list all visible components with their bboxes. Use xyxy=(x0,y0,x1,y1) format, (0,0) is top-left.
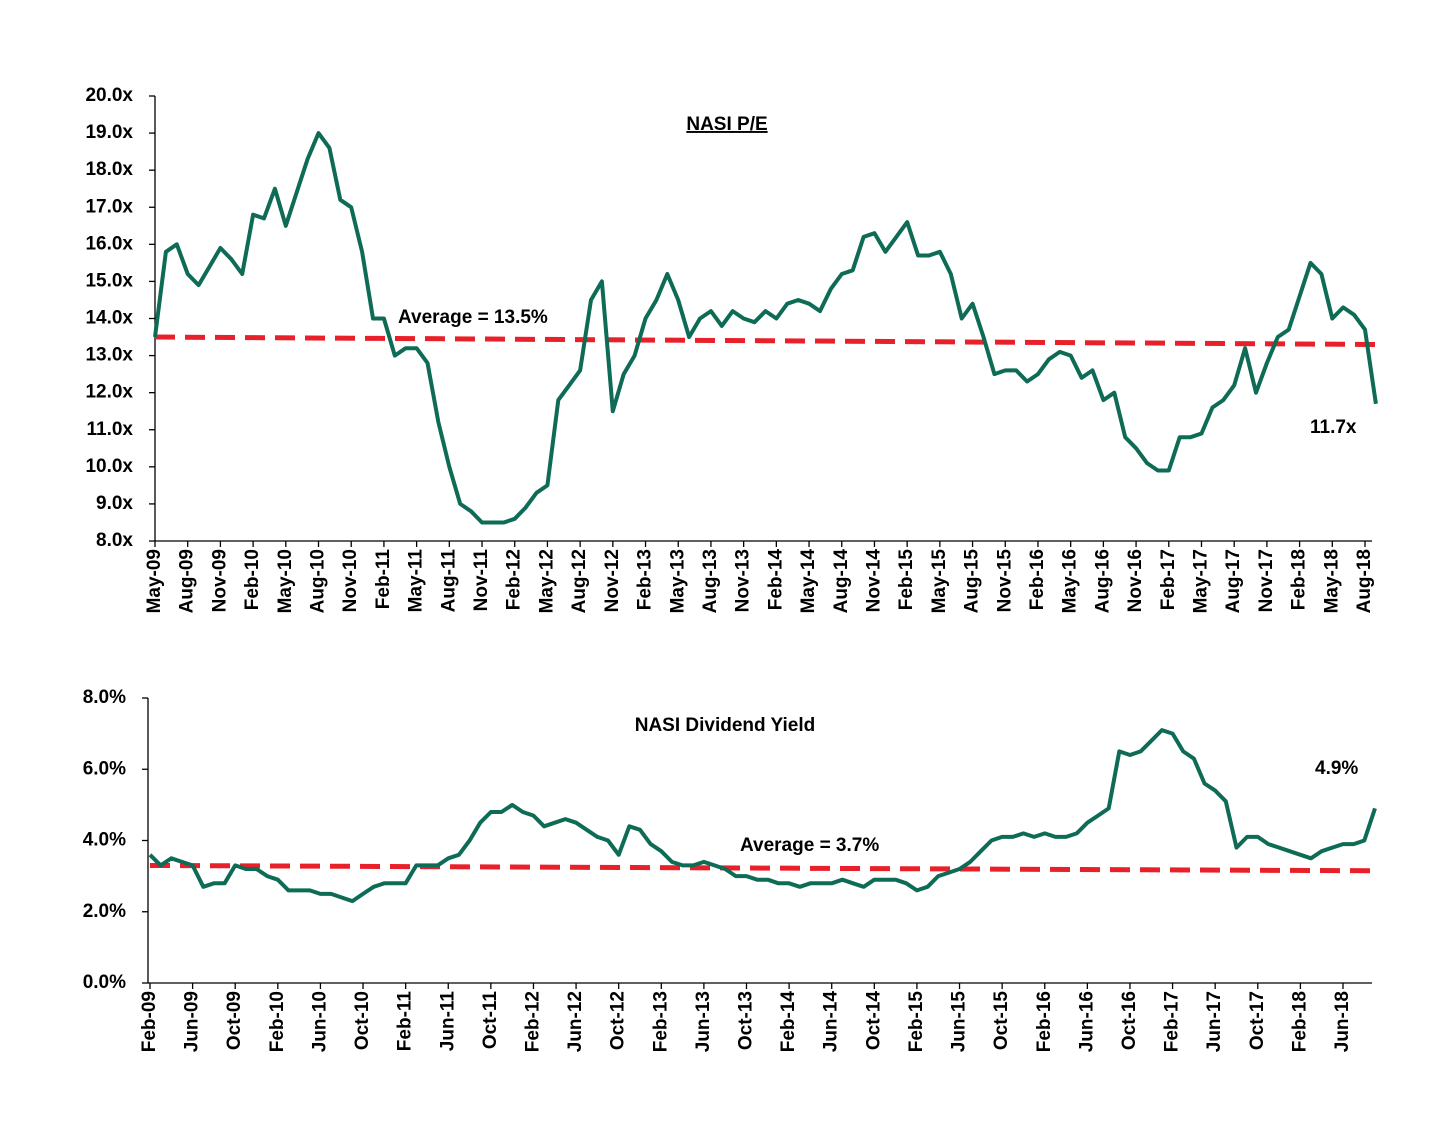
x-tick-label: Oct-09 xyxy=(224,991,245,1050)
average-line xyxy=(149,862,1375,874)
x-tick-label: Feb-17 xyxy=(1158,549,1179,610)
x-tick-label: Feb-10 xyxy=(242,549,263,610)
x-tick-label: Aug-09 xyxy=(177,549,198,613)
x-tick-label: Jun-16 xyxy=(1076,991,1097,1052)
x-tick-label: Jun-13 xyxy=(693,991,714,1052)
x-tick-label: Feb-13 xyxy=(635,549,656,610)
x-tick-label: Oct-13 xyxy=(736,991,757,1050)
end-label: 4.9% xyxy=(1315,758,1358,779)
x-tick-label: Feb-15 xyxy=(906,991,927,1053)
x-tick-label: Jun-09 xyxy=(182,991,203,1052)
x-tick-label: Aug-14 xyxy=(831,549,852,614)
y-tick-label: 17.0x xyxy=(85,196,133,217)
x-tick-label: May-10 xyxy=(275,549,296,613)
x-tick-label: Feb-16 xyxy=(1027,549,1048,610)
x-tick-label: Aug-13 xyxy=(700,549,721,613)
average-label: Average = 3.7% xyxy=(740,835,879,856)
x-tick-label: Feb-18 xyxy=(1289,991,1310,1052)
x-tick-label: Nov-11 xyxy=(471,549,492,612)
x-tick-label: May-16 xyxy=(1060,549,1081,613)
y-tick-label: 16.0x xyxy=(85,233,133,254)
y-tick-label: 12.0x xyxy=(85,382,133,403)
x-tick-label: Nov-12 xyxy=(602,549,623,612)
x-tick-label: Aug-12 xyxy=(569,549,590,613)
x-tick-label: Nov-09 xyxy=(209,549,230,612)
x-tick-label: Aug-18 xyxy=(1354,549,1375,613)
x-tick-label: Jun-17 xyxy=(1204,991,1225,1052)
x-tick-label: Aug-15 xyxy=(962,549,983,614)
x-tick-label: Aug-17 xyxy=(1223,549,1244,613)
x-tick-label: May-15 xyxy=(929,549,950,614)
x-tick-label: May-13 xyxy=(667,549,688,613)
x-tick-label: Nov-16 xyxy=(1125,549,1146,612)
x-tick-label: Feb-11 xyxy=(373,549,394,610)
y-tick-label: 13.0x xyxy=(85,345,133,366)
x-tick-label: Feb-11 xyxy=(395,991,416,1052)
x-tick-label: Aug-10 xyxy=(308,549,329,613)
x-tick-label: Oct-16 xyxy=(1119,991,1140,1050)
x-tick-label: Oct-12 xyxy=(608,991,629,1050)
end-label: 11.7x xyxy=(1310,417,1357,438)
y-tick-label: 2.0% xyxy=(83,901,126,922)
y-tick-label: 10.0x xyxy=(85,456,133,477)
y-tick-label: 8.0% xyxy=(83,687,126,708)
y-tick-label: 9.0x xyxy=(96,493,133,514)
average-line xyxy=(154,334,1376,347)
x-tick-label: Oct-15 xyxy=(991,991,1012,1051)
y-tick-label: 4.0% xyxy=(83,830,126,851)
x-tick-label: Jun-11 xyxy=(437,991,458,1052)
x-tick-label: May-09 xyxy=(144,549,165,613)
chart-title: NASI Dividend Yield xyxy=(635,715,816,736)
x-tick-label: Aug-11 xyxy=(438,549,459,613)
y-tick-label: 19.0x xyxy=(85,122,133,143)
x-tick-label: May-14 xyxy=(798,549,819,614)
x-tick-label: Feb-10 xyxy=(267,991,288,1052)
x-tick-label: Oct-14 xyxy=(863,991,884,1051)
x-tick-label: Oct-17 xyxy=(1247,991,1268,1050)
y-tick-label: 18.0x xyxy=(85,159,133,180)
x-tick-label: Feb-12 xyxy=(504,549,525,610)
x-tick-label: Nov-10 xyxy=(340,549,361,612)
x-tick-label: May-11 xyxy=(406,549,427,613)
average-label: Average = 13.5% xyxy=(398,307,548,328)
x-tick-label: Feb-17 xyxy=(1162,991,1183,1052)
x-tick-label: Oct-11 xyxy=(480,991,501,1050)
x-tick-label: Nov-13 xyxy=(733,549,754,612)
x-tick-label: Jun-12 xyxy=(565,991,586,1052)
x-tick-label: Feb-14 xyxy=(765,549,786,611)
y-tick-label: 20.0x xyxy=(85,85,133,106)
x-tick-label: Aug-16 xyxy=(1092,549,1113,613)
x-tick-label: Feb-09 xyxy=(139,991,160,1052)
y-tick-label: 11.0x xyxy=(87,419,134,440)
x-tick-label: Nov-14 xyxy=(863,549,884,613)
y-tick-label: 8.0x xyxy=(96,530,133,551)
x-tick-label: Jun-15 xyxy=(949,991,970,1053)
x-tick-label: Feb-16 xyxy=(1034,991,1055,1052)
x-tick-label: May-12 xyxy=(536,549,557,613)
x-tick-label: May-17 xyxy=(1191,549,1212,613)
x-tick-label: Nov-17 xyxy=(1256,549,1277,612)
y-tick-label: 15.0x xyxy=(85,270,133,291)
x-tick-label: Feb-14 xyxy=(778,991,799,1053)
x-tick-label: Feb-13 xyxy=(650,991,671,1052)
chart-title: NASI P/E xyxy=(686,114,767,135)
x-tick-label: Jun-18 xyxy=(1332,991,1353,1052)
x-tick-label: May-18 xyxy=(1321,549,1342,613)
data-line xyxy=(148,728,1377,904)
x-tick-label: Jun-10 xyxy=(309,991,330,1052)
data-line xyxy=(153,131,1378,525)
x-tick-label: Feb-15 xyxy=(896,549,917,611)
y-tick-label: 14.0x xyxy=(85,308,133,329)
x-tick-label: Nov-15 xyxy=(994,549,1015,613)
y-tick-label: 0.0% xyxy=(83,972,126,993)
y-tick-label: 6.0% xyxy=(83,758,126,779)
x-tick-label: Oct-10 xyxy=(352,991,373,1050)
x-tick-label: Feb-12 xyxy=(522,991,543,1052)
x-tick-label: Jun-14 xyxy=(821,991,842,1053)
x-tick-label: Feb-18 xyxy=(1289,549,1310,610)
